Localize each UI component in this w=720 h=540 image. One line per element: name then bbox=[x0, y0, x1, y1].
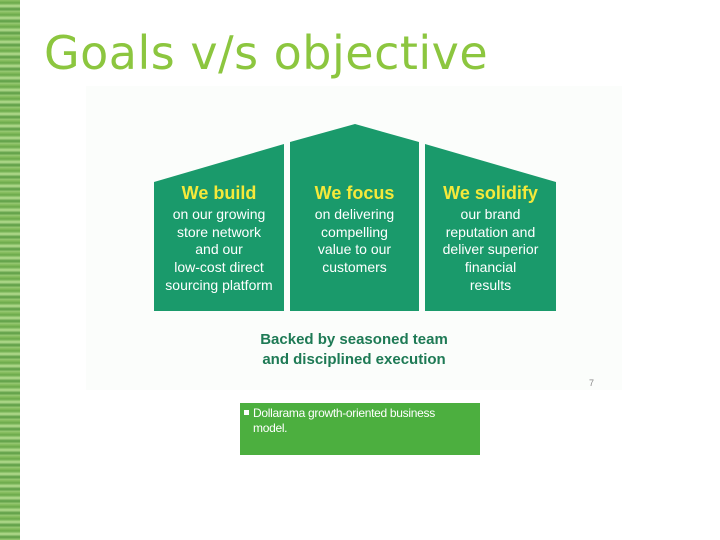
pillar-solidify-line: deliver superior bbox=[442, 241, 539, 258]
pillar-solidify-line: financial bbox=[464, 259, 517, 276]
pillar-build-heading: We build bbox=[181, 183, 257, 203]
page-number: 7 bbox=[589, 378, 595, 388]
pillar-focus-line: customers bbox=[322, 259, 387, 276]
house-shape bbox=[154, 124, 556, 311]
footer-line: and disciplined execution bbox=[262, 351, 446, 368]
pillar-left-shape bbox=[154, 144, 284, 311]
pillar-build-line: sourcing platform bbox=[165, 276, 273, 293]
pillar-solidify: We solidify our brand reputation and del… bbox=[425, 182, 556, 295]
pillar-center-shape bbox=[290, 124, 419, 311]
pillar-build-line: low-cost direct bbox=[174, 259, 264, 276]
pillar-focus-line: compelling bbox=[321, 223, 388, 240]
pillar-solidify-heading: We solidify bbox=[443, 183, 538, 203]
caption-box: Dollarama growth-oriented business model… bbox=[240, 403, 480, 455]
caption-line: Dollarama growth-oriented business bbox=[253, 406, 435, 420]
business-model-figure: We build on our growing store network an… bbox=[86, 86, 622, 390]
pillar-right-shape bbox=[425, 144, 556, 311]
pillar-build-line: on our growing bbox=[172, 206, 266, 222]
footer-line: Backed by seasoned team bbox=[260, 331, 448, 348]
pillar-solidify-line: our brand bbox=[460, 206, 521, 222]
pillar-focus-line: value to our bbox=[317, 241, 392, 258]
caption-line: model. bbox=[253, 421, 288, 435]
pillar-focus-heading: We focus bbox=[314, 183, 395, 203]
decorative-side-strip bbox=[0, 0, 20, 540]
pillar-build: We build on our growing store network an… bbox=[154, 182, 284, 295]
footer-statement: Backed by seasoned team and disciplined … bbox=[86, 330, 622, 370]
pillar-solidify-line: results bbox=[469, 276, 512, 293]
pillar-solidify-line: reputation and bbox=[445, 223, 536, 240]
slide-title: Goals v/s objective bbox=[44, 26, 489, 80]
caption-text: Dollarama growth-oriented business model… bbox=[242, 406, 478, 436]
pillar-build-line: store network bbox=[176, 223, 262, 240]
pillar-focus-line: on delivering bbox=[314, 206, 395, 222]
bullet-icon bbox=[244, 410, 249, 416]
pillar-build-line: and our bbox=[195, 241, 243, 258]
pillar-focus: We focus on delivering compelling value … bbox=[290, 182, 419, 277]
